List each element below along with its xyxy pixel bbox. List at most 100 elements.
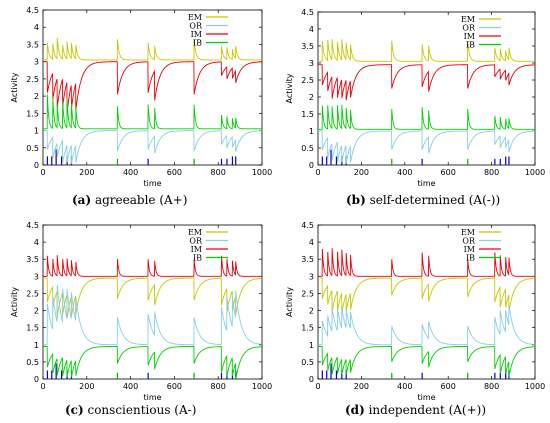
x-tick-label: 1000 bbox=[525, 382, 545, 391]
y-tick-label: 1.5 bbox=[301, 324, 314, 333]
x-tick-label: 400 bbox=[397, 168, 412, 177]
x-tick-label: 0 bbox=[315, 168, 320, 177]
y-tick-label: 2.5 bbox=[301, 289, 314, 298]
y-tick-label: 0.5 bbox=[26, 358, 39, 367]
caption-text: agreeable (A+) bbox=[91, 193, 187, 207]
y-tick-label: 2.5 bbox=[301, 76, 314, 85]
caption-text: conscientious (A-) bbox=[84, 403, 197, 417]
plot-frame bbox=[42, 9, 263, 166]
x-tick-label: 1000 bbox=[252, 168, 272, 177]
x-tick-label: 600 bbox=[167, 382, 182, 391]
series-line-em bbox=[43, 277, 262, 319]
series-line-im bbox=[318, 64, 535, 101]
legend-label: IB bbox=[193, 254, 202, 263]
panel-caption: (d) independent (A(+)) bbox=[345, 403, 486, 417]
legend-label: IM bbox=[191, 30, 202, 39]
y-tick-label: 4 bbox=[309, 238, 314, 247]
panel-caption: (c) conscientious (A-) bbox=[65, 403, 196, 417]
series-line-or bbox=[318, 130, 535, 164]
caption-letter: (d) bbox=[345, 403, 365, 417]
series-line-em bbox=[318, 39, 535, 62]
y-tick-label: 4.5 bbox=[301, 221, 314, 230]
y-tick-label: 3.5 bbox=[26, 255, 39, 264]
y-tick-label: 2 bbox=[34, 307, 39, 316]
x-tick-label: 0 bbox=[40, 168, 45, 177]
chart-panel-1: 0 0.5 1 1.5 2 2.5 3 3.5 4 4.5 0 200 400 600 800 1000 tim… bbox=[10, 6, 272, 207]
x-axis-label: time bbox=[417, 179, 435, 188]
chart-panel-4: 0 0.5 1 1.5 2 2.5 3 3.5 4 4.5 0 200 400 600 800 1000 tim… bbox=[285, 221, 545, 417]
legend-label: OR bbox=[189, 237, 203, 246]
y-tick-label: 1 bbox=[309, 341, 314, 350]
legend-label: EM bbox=[188, 13, 202, 22]
chart-panel-3: 0 0.5 1 1.5 2 2.5 3 3.5 4 4.5 0 200 400 600 800 1000 tim… bbox=[10, 221, 272, 417]
legend-label: IB bbox=[466, 41, 475, 50]
legend-label: EM bbox=[188, 228, 202, 237]
y-tick-label: 1.5 bbox=[26, 109, 39, 118]
x-tick-label: 200 bbox=[79, 382, 94, 391]
y-tick-label: 4.5 bbox=[301, 8, 314, 17]
x-tick-label: 800 bbox=[211, 382, 226, 391]
y-tick-label: 4 bbox=[309, 25, 314, 34]
y-tick-label: 2 bbox=[309, 93, 314, 102]
y-tick-label: 1 bbox=[34, 127, 39, 136]
y-tick-label: 3 bbox=[309, 59, 314, 68]
legend-label: OR bbox=[462, 24, 476, 33]
x-tick-label: 600 bbox=[167, 168, 182, 177]
legend-label: IM bbox=[464, 32, 475, 41]
series-line-ib bbox=[318, 346, 535, 377]
x-tick-label: 800 bbox=[484, 168, 499, 177]
x-tick-label: 1000 bbox=[252, 382, 272, 391]
series-line-em bbox=[318, 277, 535, 314]
caption-letter: (b) bbox=[346, 193, 366, 207]
y-axis-label: Activity bbox=[285, 287, 294, 317]
x-tick-label: 400 bbox=[397, 382, 412, 391]
x-tick-label: 400 bbox=[123, 382, 138, 391]
y-tick-label: 2 bbox=[34, 92, 39, 101]
y-tick-label: 0 bbox=[309, 161, 314, 170]
y-tick-label: 0 bbox=[34, 375, 39, 384]
legend-label: IB bbox=[193, 39, 202, 48]
y-tick-label: 4 bbox=[34, 23, 39, 32]
series-line-im bbox=[43, 61, 262, 113]
series-line-or bbox=[318, 305, 535, 346]
plot-frame bbox=[42, 224, 263, 380]
series-line-im bbox=[43, 255, 262, 277]
panel-caption: (a) agreeable (A+) bbox=[72, 193, 187, 207]
chart-panel-2: 0 0.5 1 1.5 2 2.5 3 3.5 4 4.5 0 200 400 600 800 1000 tim… bbox=[285, 8, 545, 207]
legend-label: EM bbox=[461, 15, 475, 24]
y-tick-label: 3.5 bbox=[301, 255, 314, 264]
x-tick-label: 400 bbox=[123, 168, 138, 177]
y-axis-label: Activity bbox=[285, 73, 294, 103]
y-tick-label: 3 bbox=[34, 58, 39, 67]
panel-caption: (b) self-determined (A(-)) bbox=[346, 193, 500, 207]
x-tick-label: 200 bbox=[354, 168, 369, 177]
series-line-im bbox=[318, 248, 535, 277]
y-tick-label: 4.5 bbox=[26, 221, 39, 230]
x-tick-label: 600 bbox=[441, 382, 456, 391]
series-line-or bbox=[43, 130, 262, 164]
y-tick-label: 2 bbox=[309, 307, 314, 316]
legend-label: IB bbox=[466, 254, 475, 263]
y-tick-label: 1.5 bbox=[26, 324, 39, 333]
y-tick-label: 0 bbox=[309, 375, 314, 384]
y-axis-label: Activity bbox=[10, 72, 19, 102]
x-tick-label: 200 bbox=[79, 168, 94, 177]
y-tick-label: 1 bbox=[34, 341, 39, 350]
x-tick-label: 0 bbox=[40, 382, 45, 391]
plot-frame bbox=[317, 224, 536, 380]
series-line-ib bbox=[43, 94, 262, 130]
x-tick-label: 0 bbox=[315, 382, 320, 391]
legend-label: OR bbox=[189, 22, 203, 31]
caption-letter: (a) bbox=[72, 193, 91, 207]
plot-area bbox=[43, 37, 262, 165]
y-tick-label: 0 bbox=[34, 161, 39, 170]
series-line-ib bbox=[318, 104, 535, 130]
caption-text: independent (A(+)) bbox=[365, 403, 486, 417]
y-tick-label: 4 bbox=[34, 238, 39, 247]
y-tick-label: 0.5 bbox=[26, 144, 39, 153]
y-tick-label: 1 bbox=[309, 127, 314, 136]
y-tick-label: 0.5 bbox=[301, 144, 314, 153]
y-tick-label: 2.5 bbox=[26, 75, 39, 84]
x-tick-label: 800 bbox=[211, 168, 226, 177]
